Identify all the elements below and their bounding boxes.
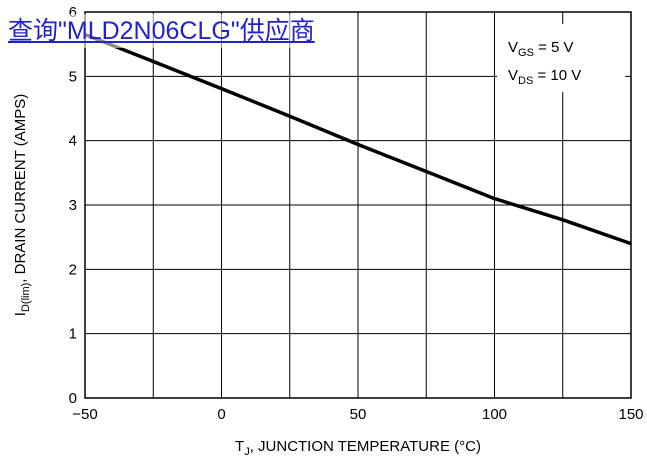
y-axis-label: ID(lim), DRAIN CURRENT (AMPS) [12, 94, 32, 316]
x-tick-label: 50 [350, 406, 367, 423]
plot-frame [84, 11, 632, 399]
y-tick-label: 5 [69, 68, 77, 85]
annotation-vds: VDS = 10 V [508, 67, 581, 87]
y-tick-label: 1 [69, 326, 77, 343]
x-tick-label: 100 [482, 406, 507, 423]
annotation-vgs: VGS = 5 V [508, 39, 574, 59]
y-tick-label: 2 [69, 261, 77, 278]
series-line [84, 32, 632, 246]
x-tick-label: 0 [217, 406, 225, 423]
grid-layer [85, 12, 631, 398]
annotation-box-background [497, 24, 625, 92]
y-tick-label: 3 [69, 197, 77, 214]
x-tick-label: 150 [618, 406, 643, 423]
supplier-query-link[interactable]: 查询"MLD2N06CLG"供应商 [8, 14, 315, 48]
y-tick-label: 4 [69, 133, 77, 150]
y-tick-label: 6 [69, 4, 77, 21]
x-tick-label: −50 [72, 406, 97, 423]
series-layer [84, 32, 632, 246]
y-tick-label: 0 [69, 390, 77, 407]
x-axis-label: TJ, JUNCTION TEMPERATURE (°C) [235, 438, 481, 458]
